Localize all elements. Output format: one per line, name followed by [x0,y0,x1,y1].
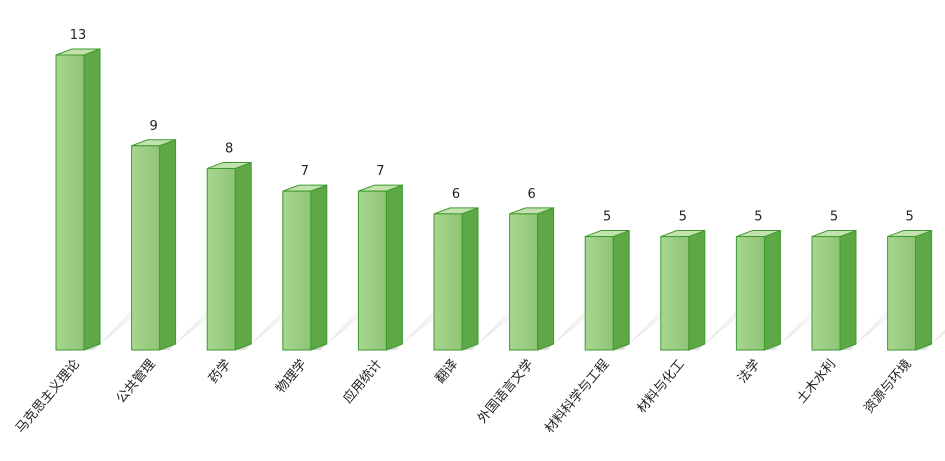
bar-side [310,184,328,351]
category-label: 马克思主义理论 [13,357,83,436]
bar-shadow [235,312,292,350]
bar-shadow [764,312,821,350]
data-label: 7 [301,164,309,179]
bar-shadow [613,312,670,350]
bar [887,236,917,351]
bar [131,145,161,351]
bar-side [461,207,479,351]
bar-side [612,229,630,351]
category-label: 公共管理 [114,357,159,406]
category-label: 资源与环境 [861,357,914,416]
bar-side [915,229,933,351]
category-label: 外国语言文学 [474,356,536,426]
bar-side [159,139,177,351]
value-labels-group: 13 9 8 7 7 6 6 5 5 5 5 5 [70,28,914,225]
bar [660,236,690,351]
bar [282,190,312,351]
data-label: 5 [603,210,611,225]
bar [584,236,614,351]
data-label: 5 [679,210,687,225]
category-label: 法学 [734,356,763,386]
bar [55,54,85,351]
bar [811,236,841,351]
data-label: 6 [452,187,460,202]
category-label: 药学 [205,356,234,386]
bar-side [688,229,706,351]
bar-shadow [462,312,518,350]
data-label: 5 [905,210,913,225]
category-label: 应用统计 [340,356,386,406]
category-label: 物理学 [273,356,310,396]
bar-side [763,229,781,351]
bar-side [234,161,252,351]
bar-shadow [84,312,140,350]
bar-shadow [537,312,594,350]
bar-shadow [688,312,745,350]
bar-side [83,48,101,351]
data-label: 7 [376,164,384,179]
data-label: 8 [225,141,233,156]
bar-shadow [386,312,443,350]
category-label: 材料与化工 [635,357,688,416]
bar-side [385,184,403,351]
bar-shadow [310,312,367,350]
data-label: 6 [527,187,535,202]
bar [433,213,463,351]
bar-side [839,229,857,351]
bar [735,236,765,351]
bar-side [537,207,555,351]
category-label: 翻译 [433,357,461,387]
bar [206,167,236,351]
bars-group [55,48,945,351]
category-label: 材料科学与工程 [542,356,613,436]
bar [357,190,387,351]
category-labels-group: 马克思主义理论 公共管理 药学 物理学 应用统计 翻译 外国语言文学 材料科学与工程 材料与化工… [13,356,915,436]
bar-shadow [840,312,896,350]
data-label: 9 [149,119,157,134]
data-label: 5 [754,210,762,225]
bar [509,213,539,351]
data-label: 13 [70,28,87,43]
bar-shadow [159,312,216,350]
data-label: 5 [830,210,838,225]
category-label: 土木水利 [794,357,839,406]
